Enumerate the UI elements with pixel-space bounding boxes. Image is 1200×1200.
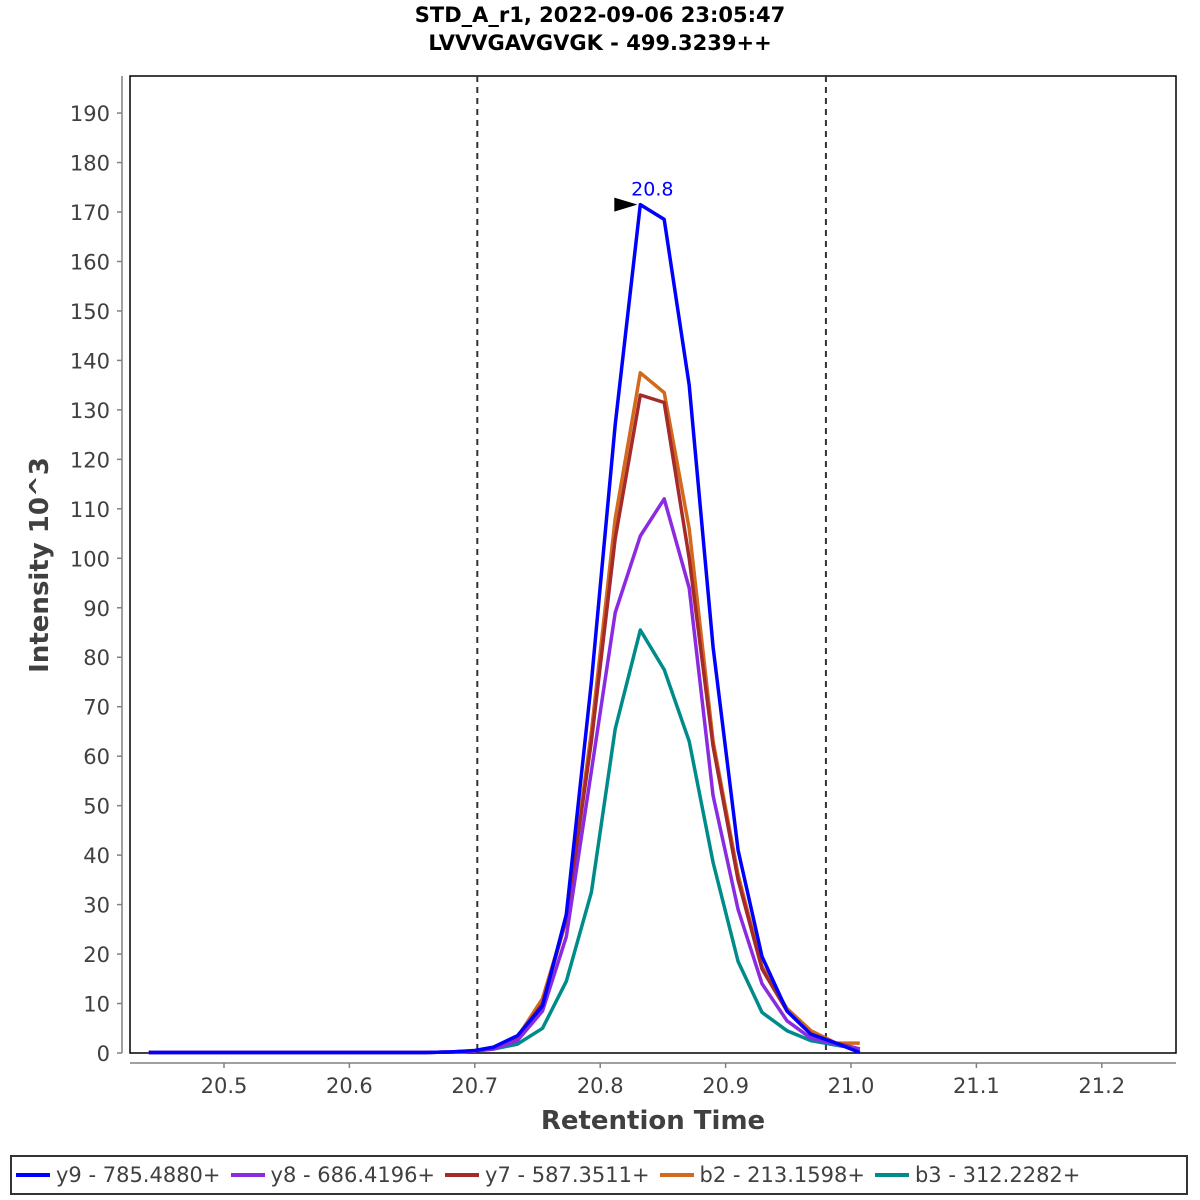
legend-swatch-icon: [659, 1173, 694, 1177]
legend-item[interactable]: b3 - 312.2282+: [874, 1163, 1081, 1187]
y-tick-label: 10: [83, 993, 110, 1017]
plot-frame: [129, 75, 1177, 1054]
y-tick-label: 60: [83, 745, 110, 769]
chart-subtitle: LVVVGAVGVGK - 499.3239++: [428, 31, 772, 55]
y-axis: 0 10 20 30 40 50 60 70 80 90 100 110 120 130 140 150 160…: [70, 76, 123, 1066]
x-tick-label: 20.6: [326, 1074, 373, 1098]
y-tick-label: 40: [83, 844, 110, 868]
legend-label: y9 - 785.4880+: [56, 1163, 221, 1187]
legend-label: b3 - 312.2282+: [914, 1163, 1081, 1187]
legend-label: b2 - 213.1598+: [699, 1163, 865, 1187]
series-line: [148, 497, 861, 1055]
legend-swatch-icon: [230, 1173, 265, 1177]
legend-item[interactable]: b2 - 213.1598+: [659, 1163, 865, 1187]
series-line: [148, 628, 861, 1055]
y-tick-label: 150: [70, 300, 110, 324]
peak-arrow-icon: [614, 197, 638, 212]
integration-boundaries: [476, 76, 827, 1053]
legend-swatch-icon: [16, 1173, 50, 1177]
y-tick-label: 110: [70, 498, 110, 522]
y-tick-label: 90: [83, 597, 110, 621]
x-axis-label: Retention Time: [541, 1106, 765, 1136]
x-tick-label: 20.9: [702, 1074, 749, 1098]
y-tick-label: 170: [70, 201, 110, 225]
y-tick-label: 140: [70, 349, 110, 373]
x-tick-label: 20.7: [451, 1074, 498, 1098]
y-tick-label: 0: [97, 1042, 110, 1066]
y-tick-label: 120: [70, 448, 110, 472]
y-axis-label: Intensity 10^3: [25, 457, 55, 673]
legend-item[interactable]: y7 - 587.3511+: [445, 1163, 650, 1187]
y-tick-label: 50: [83, 795, 110, 819]
y-tick-label: 180: [70, 152, 110, 176]
x-tick-label: 20.8: [577, 1074, 624, 1098]
legend-label: y7 - 587.3511+: [485, 1163, 650, 1187]
legend-swatch-icon: [874, 1173, 909, 1177]
chromatogram-plot: 0 10 20 30 40 50 60 70 80 90 100 110 120 130 140 150 160…: [25, 75, 1177, 1136]
legend-item[interactable]: y9 - 785.4880+: [16, 1163, 221, 1187]
y-tick-label: 100: [70, 547, 110, 571]
x-axis: 20.5 20.6 20.7 20.8 20.9 21.0 21.1 21.2: [130, 1062, 1176, 1098]
y-tick-label: 190: [70, 102, 110, 126]
peak-annotation: 20.8: [614, 179, 673, 212]
legend: y9 - 785.4880+ y8 - 686.4196+ y7 - 587.351…: [10, 1155, 1188, 1195]
chart-title: STD_A_r1, 2022-09-06 23:05:47: [414, 3, 786, 27]
series-line: [148, 202, 861, 1055]
x-tick-label: 21.0: [828, 1074, 875, 1098]
y-tick-label: 30: [83, 894, 110, 918]
legend-swatch-icon: [445, 1173, 480, 1177]
y-tick-label: 80: [83, 646, 110, 670]
y-tick-label: 20: [83, 943, 110, 967]
y-tick-label: 160: [70, 250, 110, 274]
y-tick-label: 130: [70, 399, 110, 423]
x-tick-label: 21.2: [1078, 1074, 1125, 1098]
y-tick-label: 70: [83, 696, 110, 720]
peak-label: 20.8: [631, 179, 673, 201]
series-lines: [148, 202, 861, 1055]
x-tick-label: 20.5: [201, 1074, 248, 1098]
x-tick-label: 21.1: [953, 1074, 1000, 1098]
legend-item[interactable]: y8 - 686.4196+: [230, 1163, 436, 1187]
legend-label: y8 - 686.4196+: [270, 1163, 436, 1187]
